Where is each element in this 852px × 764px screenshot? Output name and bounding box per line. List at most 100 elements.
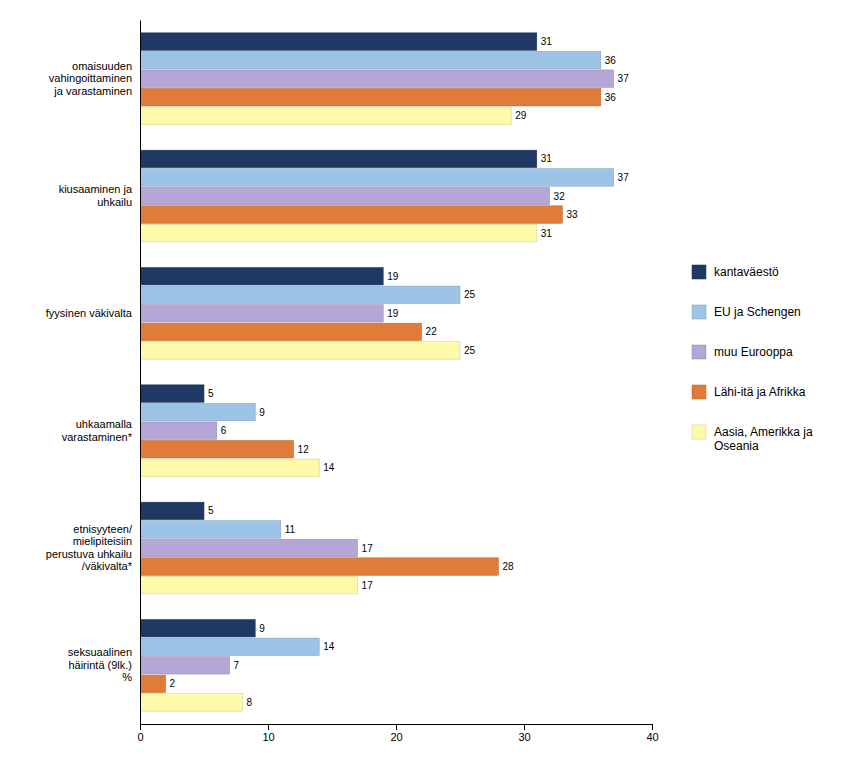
text-line: uhkailu (97, 196, 132, 208)
bar (140, 206, 562, 223)
data-label: 37 (618, 73, 630, 84)
data-label: 14 (323, 641, 335, 652)
bar (140, 51, 601, 68)
text-line: ja varastaminen (53, 85, 132, 97)
x-tick: 0 (137, 724, 143, 743)
text-line: muu Eurooppa (714, 345, 793, 359)
data-label: 12 (298, 444, 310, 455)
bar (140, 440, 294, 457)
series (140, 33, 537, 637)
bar (140, 342, 460, 359)
data-label: 9 (259, 407, 265, 418)
legend-entry: Aasia, Amerikka jaOseania (692, 425, 813, 453)
legend-entry: kantaväestö (692, 265, 779, 279)
legend-swatch (692, 425, 706, 439)
data-label: 7 (234, 660, 240, 671)
series (140, 70, 614, 674)
text-line: EU ja Schengen (714, 305, 801, 319)
bar (140, 539, 358, 556)
data-label: 5 (208, 388, 214, 399)
legend-entry: Lähi-itä ja Afrikka (692, 385, 806, 399)
text-line: fyysinen väkivalta (46, 307, 133, 319)
bar (140, 638, 319, 655)
data-label: 19 (387, 308, 399, 319)
bar (140, 576, 358, 593)
bar (140, 403, 255, 420)
legend-entry: EU ja Schengen (692, 305, 801, 319)
bar (140, 224, 537, 241)
axis-line (140, 21, 141, 725)
data-label: 6 (221, 425, 227, 436)
data-label: 25 (464, 345, 476, 356)
bar (140, 385, 204, 402)
text-line: /väkivalta* (82, 560, 133, 572)
text-line: vahingoittaminen (49, 72, 132, 84)
x-axis: 0 10 20 30 40 (137, 724, 658, 743)
bar (140, 88, 601, 105)
data-label: 37 (618, 172, 630, 183)
y-tick: etnisyyteen/mielipiteisiinperustuva uhka… (46, 523, 133, 573)
legend-label: kantaväestö (714, 265, 779, 279)
tick-label: 30 (518, 731, 530, 743)
data-label: 22 (426, 326, 438, 337)
legend-swatch (692, 265, 706, 279)
tick-label: 20 (390, 731, 402, 743)
tick-label: seksuaalinenhäirintä (9lk.)% (68, 646, 132, 683)
text-line: % (122, 672, 132, 684)
bars (140, 33, 614, 711)
bar (140, 268, 383, 285)
text-line: kantaväestö (714, 265, 779, 279)
bar (140, 657, 230, 674)
text-line: kiusaaminen ja (59, 183, 133, 195)
data-label: 5 (208, 505, 214, 516)
legend-label: muu Eurooppa (714, 345, 793, 359)
data-label: 33 (566, 209, 578, 220)
data-label: 32 (554, 191, 566, 202)
bar (140, 323, 422, 340)
bar (140, 422, 217, 439)
bar (140, 694, 242, 711)
x-tick: 20 (390, 724, 402, 743)
legend-label: Aasia, Amerikka jaOseania (714, 425, 813, 453)
data-label: 36 (605, 55, 617, 66)
text-line: mielipiteisiin (73, 535, 132, 547)
bar (140, 620, 255, 637)
bar (140, 502, 204, 519)
y-tick: uhkaamallavarastaminen* (62, 418, 133, 443)
legend-label: EU ja Schengen (714, 305, 801, 319)
text-line: häirintä (9lk.) (68, 659, 132, 671)
tick-label: 10 (262, 731, 274, 743)
chart: 3131195593637259111437321961773633221228… (0, 0, 852, 764)
text-line: uhkaamalla (76, 418, 133, 430)
legend-entry: muu Eurooppa (692, 345, 793, 359)
data-label: 2 (170, 678, 176, 689)
text-line: omaisuuden (72, 60, 132, 72)
data-label: 14 (323, 462, 335, 473)
x-tick: 30 (518, 724, 530, 743)
bar (140, 286, 460, 303)
data-label: 31 (541, 228, 553, 239)
legend-swatch (692, 385, 706, 399)
tick-mark (268, 724, 269, 730)
tick-label: 40 (646, 731, 658, 743)
tick-mark (524, 724, 525, 730)
legend-swatch (692, 345, 706, 359)
data-label: 11 (285, 524, 296, 535)
data-labels: 3131195593637259111437321961773633221228… (170, 36, 630, 708)
data-label: 19 (387, 271, 399, 282)
data-label: 25 (464, 289, 476, 300)
tick-label: uhkaamallavarastaminen* (62, 418, 133, 443)
tick-label: etnisyyteen/mielipiteisiinperustuva uhka… (46, 523, 133, 573)
bar (140, 169, 614, 186)
text-line: Aasia, Amerikka ja (714, 425, 813, 439)
data-label: 28 (502, 561, 514, 572)
data-label: 31 (541, 36, 553, 47)
series (140, 51, 614, 655)
series (140, 88, 601, 692)
bar (140, 675, 166, 692)
tick-mark (652, 724, 653, 730)
text-line: perustuva uhkailu (46, 548, 132, 560)
y-tick: fyysinen väkivalta (46, 307, 133, 319)
tick-label: omaisuudenvahingoittaminenja varastamine… (49, 60, 132, 97)
legend: kantaväestö EU ja Schengen muu Eurooppa Läh… (692, 265, 813, 453)
